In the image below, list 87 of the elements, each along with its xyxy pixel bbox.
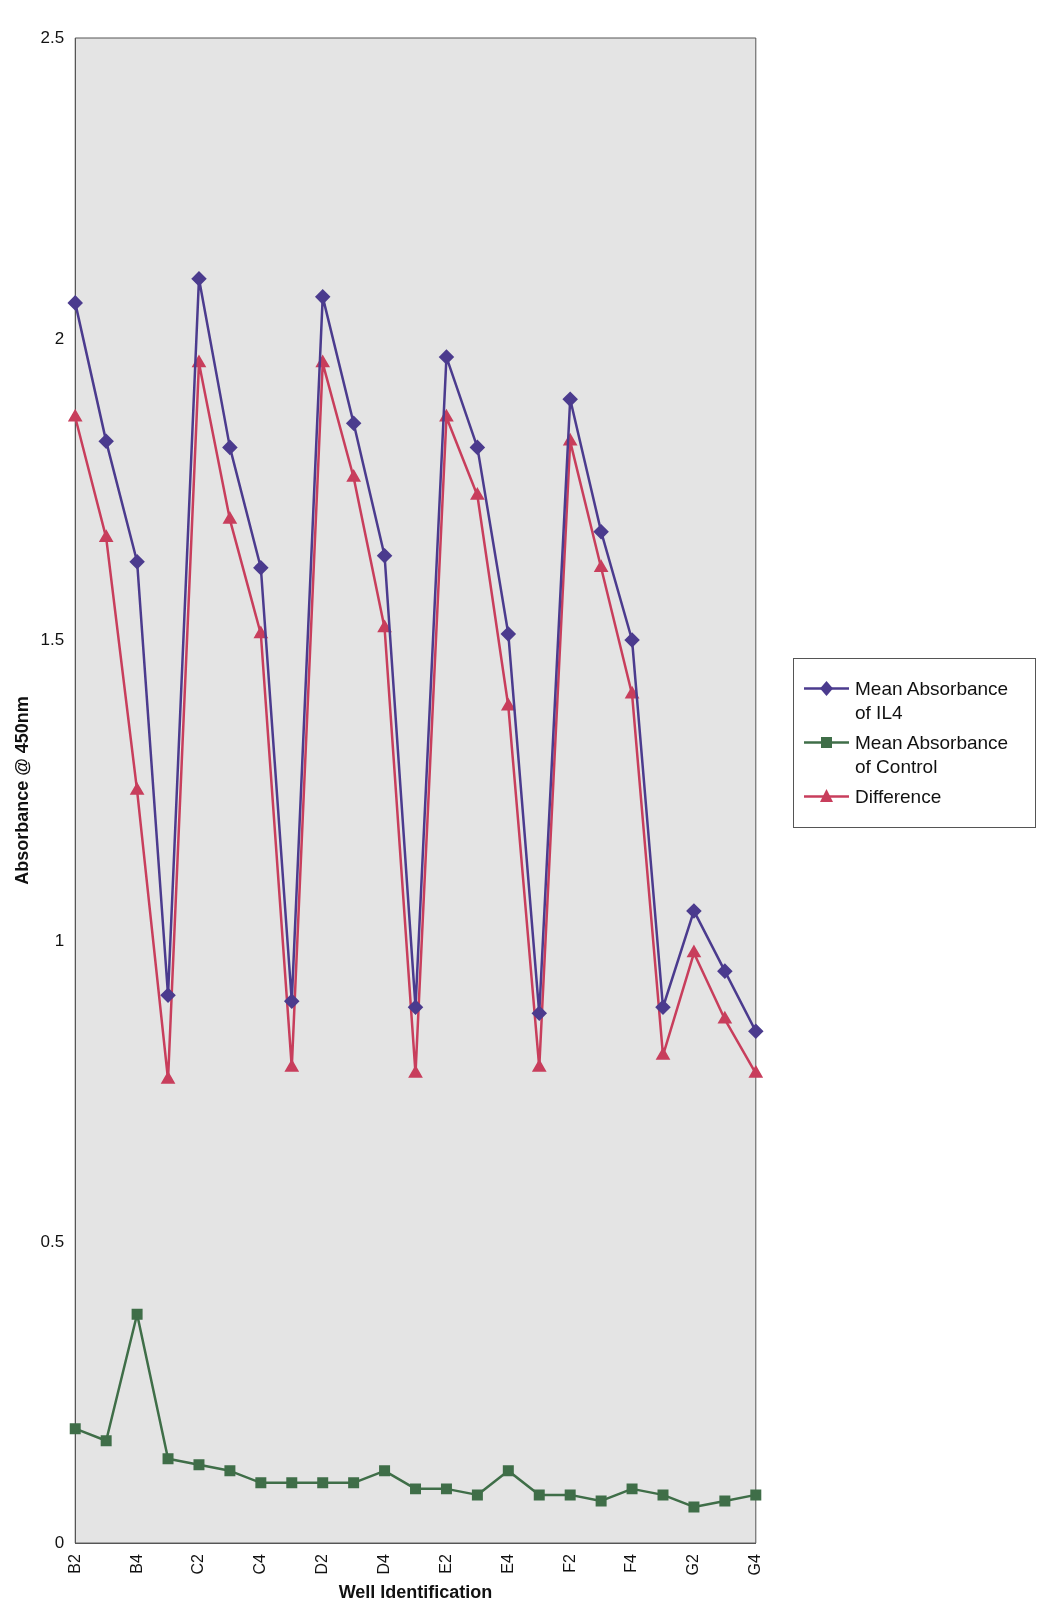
point <box>686 903 702 919</box>
y-tick-label: 2.5 <box>40 27 65 47</box>
point <box>624 632 640 648</box>
point <box>67 295 83 311</box>
point <box>160 987 176 1003</box>
point <box>98 434 114 449</box>
point <box>749 1066 763 1078</box>
x-tick-label: D2 <box>313 1553 331 1575</box>
point <box>470 488 484 500</box>
point <box>502 1465 514 1477</box>
point <box>501 699 515 711</box>
point <box>562 391 578 407</box>
point <box>191 271 207 287</box>
point <box>346 416 361 431</box>
y-tick-label: 2 <box>54 328 65 348</box>
point <box>440 1483 452 1495</box>
legend-label: Difference <box>855 785 942 809</box>
point <box>626 1483 638 1495</box>
point <box>655 1000 671 1015</box>
point <box>347 470 361 482</box>
point <box>470 440 485 455</box>
point <box>471 1489 483 1501</box>
point <box>99 530 113 542</box>
point <box>162 1453 174 1465</box>
point <box>253 560 269 576</box>
x-tick-label: F4 <box>622 1553 640 1573</box>
point <box>687 945 701 958</box>
y-axis-title: Absorbance @ 450nm <box>11 696 32 885</box>
point <box>285 1060 299 1072</box>
y-tick-label: 0.5 <box>40 1231 65 1251</box>
point <box>284 993 300 1009</box>
point <box>224 1465 236 1477</box>
point <box>532 1060 546 1072</box>
point <box>719 1495 731 1507</box>
point <box>129 554 145 570</box>
point <box>501 626 516 642</box>
point <box>223 512 237 524</box>
y-tick-label: 0 <box>54 1532 65 1552</box>
point <box>410 1483 422 1495</box>
point <box>593 524 609 539</box>
x-tick-label: E2 <box>436 1553 454 1574</box>
point <box>131 1308 143 1320</box>
x-tick-label: B4 <box>127 1553 145 1574</box>
point <box>193 1459 205 1471</box>
y-tick-label: 1.5 <box>40 629 65 649</box>
point <box>100 1435 112 1447</box>
y-tick-label: 1 <box>54 930 65 950</box>
x-tick-label: B2 <box>65 1553 83 1574</box>
point <box>717 963 733 979</box>
point <box>748 1024 764 1039</box>
point <box>317 1477 329 1489</box>
point <box>348 1477 360 1489</box>
point <box>439 349 454 365</box>
x-tick-label: D4 <box>374 1553 392 1575</box>
point <box>130 783 144 795</box>
x-tick-label: G4 <box>746 1553 764 1576</box>
x-tick-label: C4 <box>251 1553 269 1575</box>
point <box>255 1477 267 1489</box>
point <box>315 289 330 305</box>
point <box>564 1489 576 1501</box>
x-axis-title: Well Identification <box>338 1582 493 1603</box>
point <box>656 1048 670 1060</box>
point <box>595 1495 607 1507</box>
x-tick-label: E4 <box>498 1553 516 1574</box>
legend-label: Mean Absorbance of IL4 <box>855 677 1010 725</box>
point <box>68 410 82 422</box>
point <box>532 1006 547 1021</box>
x-tick-label: G2 <box>684 1553 702 1576</box>
point <box>657 1489 669 1501</box>
point <box>254 626 268 639</box>
point <box>286 1477 298 1489</box>
x-tick-label: F2 <box>560 1553 578 1573</box>
point <box>222 440 238 455</box>
point <box>718 1012 732 1024</box>
point <box>750 1489 762 1501</box>
point <box>533 1489 545 1501</box>
point <box>688 1501 700 1513</box>
point <box>408 1000 423 1015</box>
point <box>161 1072 175 1084</box>
point <box>69 1423 81 1435</box>
x-tick-label: C2 <box>189 1553 207 1575</box>
point <box>594 560 608 573</box>
point <box>378 620 392 633</box>
legend-label: Mean Absorbance of Control <box>855 731 1010 779</box>
point <box>377 548 392 563</box>
point <box>409 1066 422 1078</box>
point <box>379 1465 391 1477</box>
